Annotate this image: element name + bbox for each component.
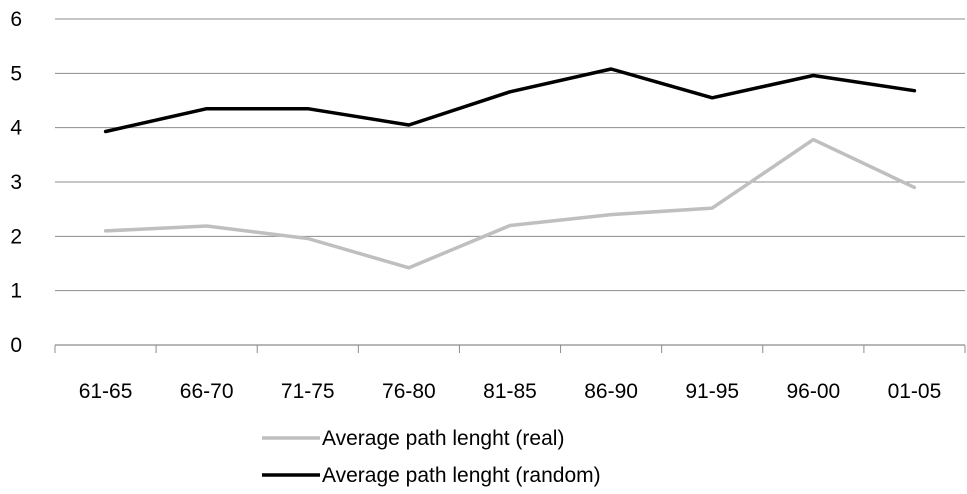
y-tick-label: 1 — [10, 280, 22, 303]
series-line-real — [103, 137, 917, 270]
y-tick-label: 5 — [10, 62, 22, 85]
series-lines — [103, 67, 917, 270]
legend-entry-real: Average path lenght (real) — [262, 427, 564, 450]
y-tick-label: 3 — [10, 171, 22, 194]
y-tick-label: 0 — [10, 334, 22, 357]
gridlines — [55, 18, 965, 292]
legend: Average path lenght (real) Average path … — [262, 427, 601, 487]
x-tick-label: 91-95 — [685, 380, 739, 403]
y-axis-tick-labels: 0 1 2 3 4 5 6 — [10, 8, 22, 357]
x-tick-label: 01-05 — [888, 380, 942, 403]
x-tick-label: 61-65 — [79, 380, 133, 403]
axes — [54, 344, 966, 353]
x-tick-label: 81-85 — [483, 380, 537, 403]
x-tick-label: 66-70 — [180, 380, 234, 403]
legend-entry-random: Average path lenght (random) — [262, 464, 601, 487]
y-tick-label: 4 — [10, 117, 22, 140]
y-tick-label: 2 — [10, 225, 22, 248]
legend-label-random: Average path lenght (random) — [322, 464, 601, 487]
y-tick-label: 6 — [10, 8, 22, 31]
x-tick-label: 76-80 — [382, 380, 436, 403]
x-tick-label: 96-00 — [786, 380, 840, 403]
x-axis-tick-labels: 61-65 66-70 71-75 76-80 81-85 86-90 91-95 96-00… — [79, 380, 942, 403]
x-tick-label: 71-75 — [281, 380, 335, 403]
series-line-random — [103, 67, 917, 134]
x-tick-label: 86-90 — [584, 380, 638, 403]
legend-label-real: Average path lenght (real) — [322, 427, 564, 450]
